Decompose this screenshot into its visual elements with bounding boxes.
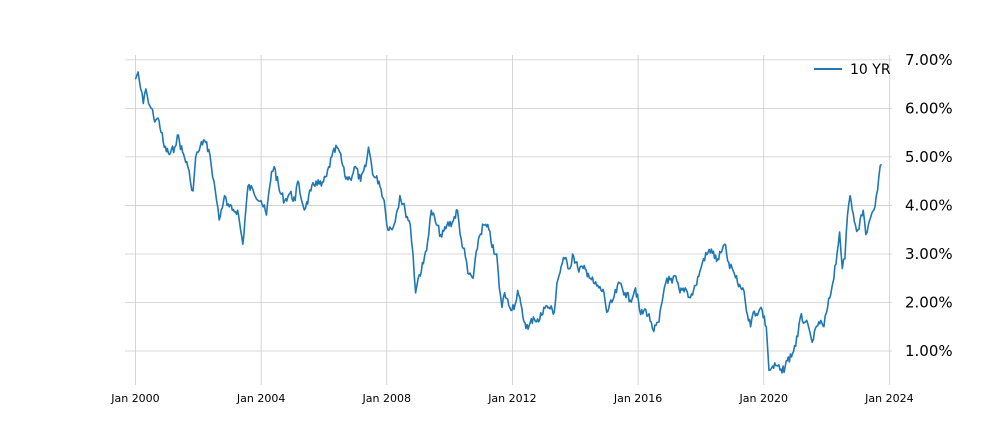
legend-label: 10 YR (850, 62, 891, 78)
y-axis-ticks: 1.00% 2.00% 3.00% 4.00% 5.00% 6.00% 7.00% (905, 51, 953, 360)
y-tick-label: 5.00% (905, 148, 953, 166)
x-tick-label: Jan 2012 (487, 392, 536, 405)
x-tick-label: Jan 2016 (613, 392, 662, 405)
y-tick-label: 1.00% (905, 342, 953, 360)
grid-layer (125, 55, 892, 385)
y-tick-label: 6.00% (905, 99, 953, 117)
x-tick-label: Jan 2004 (236, 392, 285, 405)
y-tick-label: 4.00% (905, 196, 953, 214)
series-line-10yr (134, 71, 883, 374)
x-tick-label: Jan 2000 (110, 392, 159, 405)
y-tick-label: 3.00% (905, 245, 953, 263)
y-tick-label: 7.00% (905, 51, 953, 69)
x-tick-label: Jan 2020 (739, 392, 788, 405)
series-layer (134, 71, 883, 374)
y-tick-label: 2.00% (905, 294, 953, 312)
legend: 10 YR (814, 62, 891, 78)
x-tick-label: Jan 2024 (864, 392, 913, 405)
x-tick-label: Jan 2008 (362, 392, 411, 405)
x-axis-ticks: Jan 2000 Jan 2004 Jan 2008 Jan 2012 Jan 2016… (110, 392, 913, 405)
